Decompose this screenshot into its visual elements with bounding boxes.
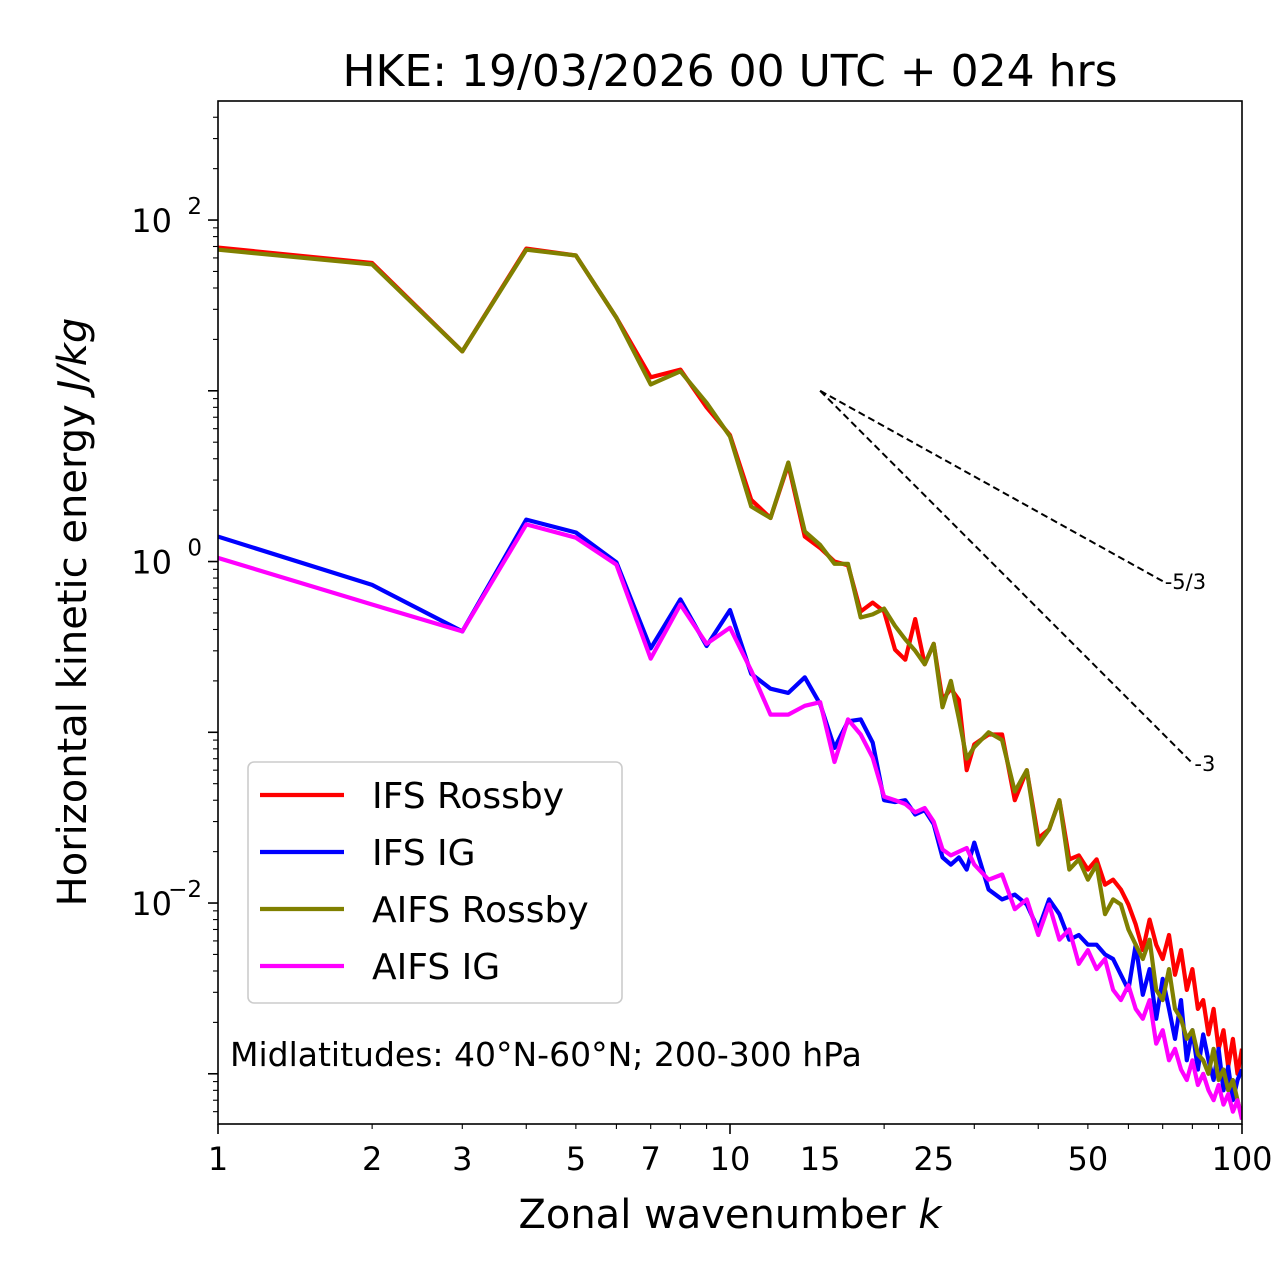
axis-ticks	[208, 116, 1243, 1134]
x-tick-label: 10	[710, 1140, 751, 1178]
x-axis-label: Zonal wavenumber k	[518, 1192, 943, 1238]
x-tick-label: 50	[1068, 1140, 1109, 1178]
region-annotation: Midlatitudes: 40°N-60°N; 200-300 hPa	[230, 1035, 862, 1074]
y-axis-label: Horizontal kinetic energy J/kg	[50, 318, 96, 907]
x-tick-label: 100	[1211, 1140, 1272, 1178]
y-tick-exponent: 2	[187, 194, 202, 220]
legend: IFS Rossby IFS IG AIFS Rossby AIFS IG	[247, 761, 623, 1004]
x-tick-label: 25	[913, 1140, 954, 1178]
x-tick-label: 3	[452, 1140, 472, 1178]
data-series	[218, 245, 1242, 1120]
legend-label: AIFS IG	[372, 947, 500, 988]
x-tick-label: 1	[208, 1140, 228, 1178]
series-line-aifs-ig	[218, 522, 1242, 1120]
legend-label: IFS Rossby	[372, 776, 564, 817]
reference-slope-label: -5/3	[1165, 570, 1206, 594]
reference-lines: -5/3 -3	[819, 389, 1215, 776]
y-tick-exponent: 0	[187, 536, 202, 562]
x-tick-label: 2	[362, 1140, 382, 1178]
y-tick-label: 10	[131, 544, 172, 582]
x-tick-labels: 1 2 3 5 7 10 15 25 50 100	[208, 1140, 1273, 1178]
series-line-aifs-rossby	[218, 247, 1242, 1118]
x-tick-label: 5	[566, 1140, 586, 1178]
legend-frame	[247, 761, 623, 1004]
plot-frame	[217, 100, 1243, 1125]
legend-label: IFS IG	[372, 833, 476, 874]
y-tick-exponent: −2	[168, 877, 202, 903]
y-tick-label: 10	[131, 885, 172, 923]
x-tick-label: 7	[641, 1140, 661, 1178]
x-tick-label: 15	[800, 1140, 841, 1178]
reference-slope-label: -3	[1194, 752, 1215, 776]
y-tick-label: 10	[131, 202, 172, 240]
chart-title: HKE: 19/03/2026 00 UTC + 024 hrs	[342, 46, 1117, 97]
legend-label: AIFS Rossby	[372, 890, 589, 931]
series-line-ifs-ig	[218, 517, 1242, 1103]
